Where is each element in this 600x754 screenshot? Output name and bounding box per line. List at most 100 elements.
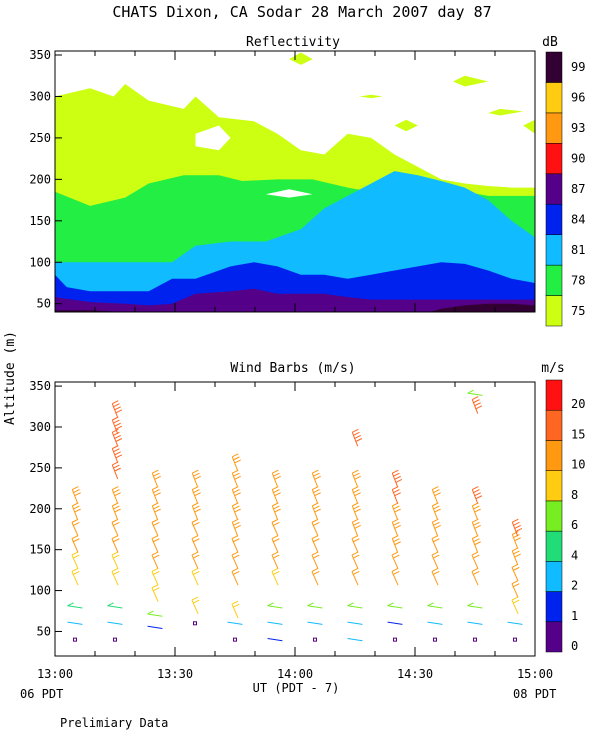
wind-barb — [431, 502, 441, 521]
y-axis-label: Altitude (m) — [3, 331, 18, 425]
wind-barb-staff — [351, 472, 359, 488]
wind-barbs-y-tick-label: 200 — [29, 502, 51, 516]
wind-barb-staff — [511, 550, 519, 566]
wind-barb-feather — [113, 554, 120, 559]
wind-barb-staff — [111, 464, 119, 480]
wind-barb-feather — [233, 554, 240, 559]
wind-barb-staff — [231, 603, 239, 619]
wind-barb-staff — [351, 571, 359, 586]
wind-barb — [351, 518, 361, 537]
wind-barb-staff — [307, 621, 323, 625]
wind-barb-staff — [311, 538, 319, 553]
wind-barb-feather — [67, 602, 74, 607]
wind-barb-feather — [71, 518, 79, 523]
wind-barb-staff — [151, 472, 159, 488]
wind-barb-feather — [154, 508, 161, 513]
wind-barb-staff — [71, 554, 79, 569]
wind-barb-feather — [434, 524, 441, 529]
reflectivity-colorbar-swatch — [545, 82, 563, 114]
wind-barb-staff — [231, 554, 239, 569]
wind-barb-feather — [467, 602, 474, 607]
wind-barb-staff — [67, 621, 83, 625]
wind-barb-staff — [511, 522, 519, 537]
wind-barb-feather — [115, 409, 123, 414]
wind-barb-staff — [111, 448, 119, 463]
wind-barb — [351, 535, 360, 553]
wind-barb-feather — [431, 551, 439, 556]
wind-barb-staff — [267, 605, 283, 609]
wind-barb-staff — [391, 571, 399, 586]
wind-barb — [191, 535, 200, 553]
wind-barb-feather — [513, 521, 520, 526]
wind-barb — [391, 486, 401, 504]
wind-barb-staff — [271, 571, 279, 586]
wind-barb — [71, 486, 81, 504]
wind-barb-staff — [431, 489, 439, 504]
wind-barb-feather — [394, 541, 401, 546]
wind-barb-staff — [271, 538, 279, 553]
reflectivity-y-tick-label: 350 — [29, 48, 51, 62]
wind-barb — [511, 518, 523, 537]
wind-barb-feather — [233, 505, 240, 510]
wind-barb-feather — [347, 602, 354, 607]
wind-barb — [391, 551, 400, 569]
wind-barb — [151, 502, 161, 521]
wind-barb-feather — [73, 538, 80, 543]
wind-barb-feather — [354, 524, 361, 529]
wind-barb-feather — [153, 489, 160, 494]
reflectivity-island-5 — [523, 119, 535, 134]
wind-barb-feather — [231, 551, 239, 556]
wind-barb — [71, 568, 80, 586]
wind-barb-feather — [313, 554, 320, 559]
wind-barb — [307, 602, 323, 609]
wind-barb — [391, 469, 403, 488]
wind-barb-feather — [234, 475, 241, 480]
wind-barb-feather — [314, 475, 321, 480]
wind-barb-feather — [353, 472, 360, 477]
wind-barb — [351, 502, 361, 521]
wind-barb-feather — [233, 489, 240, 494]
wind-barb-staff — [271, 505, 279, 521]
wind-barb-feather — [234, 492, 241, 497]
wind-barb-feather — [154, 492, 161, 497]
wind-barb — [111, 428, 123, 447]
wind-barb-feather — [153, 538, 160, 543]
reflectivity-y-tick-label: 150 — [29, 214, 51, 228]
wind-barb-feather — [472, 486, 479, 490]
wind-barb — [467, 389, 483, 396]
wind-barb-feather — [474, 402, 481, 407]
wind-barb-feather — [231, 600, 239, 605]
wind-barb-feather — [313, 472, 320, 477]
wind-barb-feather — [114, 434, 121, 439]
wind-barb — [191, 486, 201, 504]
wind-barb-feather — [193, 521, 200, 526]
wind-barb-staff — [391, 522, 399, 537]
wind-barb-feather — [354, 475, 361, 480]
wind-barb-feather — [473, 489, 480, 494]
wind-barb — [311, 486, 321, 504]
wind-barb-calm-marker — [233, 637, 237, 642]
wind-barb-feather — [313, 489, 320, 494]
wind-barb-feather — [513, 599, 520, 604]
reflectivity-y-tick-label: 100 — [29, 255, 51, 269]
wind-barb-feather — [314, 508, 321, 513]
wind-barb — [351, 551, 360, 569]
wind-barb-staff — [311, 522, 319, 537]
wind-barb-feather — [427, 602, 434, 607]
wind-barb-feather — [273, 505, 280, 510]
wind-barb — [471, 486, 483, 504]
wind-barb — [391, 518, 401, 537]
wind-barb-staff — [431, 554, 439, 569]
wind-barb — [393, 637, 397, 642]
wind-barb-staff — [471, 538, 479, 553]
wind-barb — [111, 535, 120, 553]
wind-barb-feather — [267, 602, 274, 607]
wind-barb-staff — [431, 505, 439, 521]
wind-barb — [271, 486, 281, 504]
wind-barb-feather — [114, 467, 121, 472]
wind-barb-feather — [114, 406, 121, 411]
wind-barb — [71, 518, 80, 537]
wind-barb-feather — [153, 571, 160, 575]
wind-barb — [271, 469, 281, 488]
